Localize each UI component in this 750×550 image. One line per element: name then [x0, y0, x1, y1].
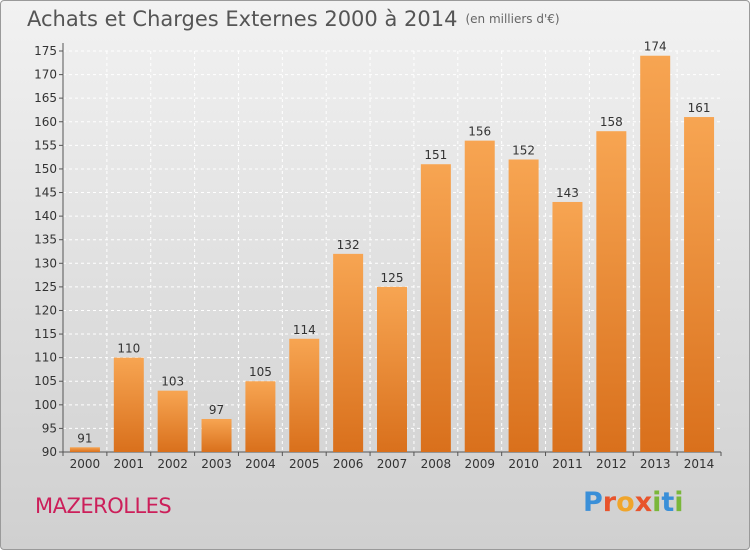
x-tick-label: 2001 — [114, 457, 145, 471]
data-label: 161 — [688, 101, 711, 115]
bar — [640, 55, 671, 452]
y-tick-label: 125 — [34, 280, 57, 294]
x-tick-label: 2004 — [245, 457, 276, 471]
y-tick-label: 100 — [34, 398, 57, 412]
logo-letter: x — [634, 487, 653, 518]
y-tick-label: 110 — [34, 351, 57, 365]
bar — [377, 286, 407, 452]
x-tick-label: 2005 — [289, 457, 320, 471]
logo-letter: i — [674, 487, 684, 518]
x-tick-label: 2007 — [377, 457, 408, 471]
x-tick-label: 2006 — [333, 457, 364, 471]
data-label: 110 — [117, 342, 140, 356]
y-tick-label: 170 — [34, 68, 57, 82]
bar — [464, 140, 495, 452]
x-tick-label: 2008 — [421, 457, 452, 471]
data-label: 174 — [644, 40, 667, 54]
y-tick-label: 105 — [34, 374, 57, 388]
data-label: 132 — [337, 238, 360, 252]
data-label: 151 — [424, 148, 447, 162]
logo-letter: i — [652, 487, 662, 518]
data-label: 105 — [249, 365, 272, 379]
data-label: 156 — [468, 125, 491, 139]
data-label: 125 — [381, 271, 404, 285]
bar — [596, 131, 627, 452]
bar — [333, 253, 364, 452]
y-tick-label: 90 — [42, 445, 57, 459]
logo-letter: t — [661, 487, 675, 518]
bar — [113, 357, 144, 452]
proxiti-logo: Proxiti — [583, 487, 684, 518]
data-label: 143 — [556, 186, 579, 200]
data-label: 158 — [600, 115, 623, 129]
x-tick-label: 2011 — [552, 457, 583, 471]
y-tick-label: 165 — [34, 91, 57, 105]
bar — [508, 159, 539, 452]
data-label: 97 — [209, 403, 224, 417]
bar — [420, 164, 451, 453]
y-tick-label: 160 — [34, 115, 57, 129]
x-tick-label: 2012 — [596, 457, 627, 471]
x-tick-label: 2009 — [464, 457, 495, 471]
x-tick-label: 2010 — [508, 457, 539, 471]
logo-letter: o — [616, 487, 635, 518]
x-tick-label: 2014 — [684, 457, 715, 471]
y-tick-label: 130 — [34, 256, 57, 270]
bar — [289, 338, 320, 452]
data-label: 103 — [161, 375, 184, 389]
data-label: 114 — [293, 323, 316, 337]
bar — [684, 117, 715, 452]
x-tick-label: 2002 — [157, 457, 188, 471]
y-tick-label: 145 — [34, 186, 57, 200]
bar — [157, 390, 188, 452]
y-tick-label: 175 — [34, 44, 57, 58]
x-tick-label: 2003 — [201, 457, 232, 471]
chart-title-text: Achats et Charges Externes 2000 à 2014 — [27, 7, 458, 31]
y-tick-label: 95 — [42, 421, 57, 435]
bar — [201, 418, 232, 452]
town-name: MAZEROLLES — [35, 494, 172, 518]
y-tick-label: 140 — [34, 209, 57, 223]
y-tick-label: 150 — [34, 162, 57, 176]
chart-unit: (en milliers d'€) — [465, 12, 560, 26]
bar — [245, 381, 276, 452]
x-tick-label: 2000 — [70, 457, 101, 471]
chart-title: Achats et Charges Externes 2000 à 2014 (e… — [27, 7, 560, 31]
y-tick-label: 135 — [34, 233, 57, 247]
logo-letter: r — [602, 487, 617, 518]
y-tick-label: 115 — [34, 327, 57, 341]
data-label: 152 — [512, 144, 535, 158]
x-tick-label: 2013 — [640, 457, 671, 471]
logo-letter: P — [583, 487, 603, 518]
labels: 90 95 100 105 110 115 120 125 130 135 140 145 150 155… — [34, 40, 714, 471]
data-label: 91 — [77, 431, 92, 445]
bars — [69, 55, 715, 453]
y-tick-label: 120 — [34, 303, 57, 317]
bar — [69, 447, 100, 452]
bar — [552, 201, 583, 452]
y-tick-label: 155 — [34, 138, 57, 152]
